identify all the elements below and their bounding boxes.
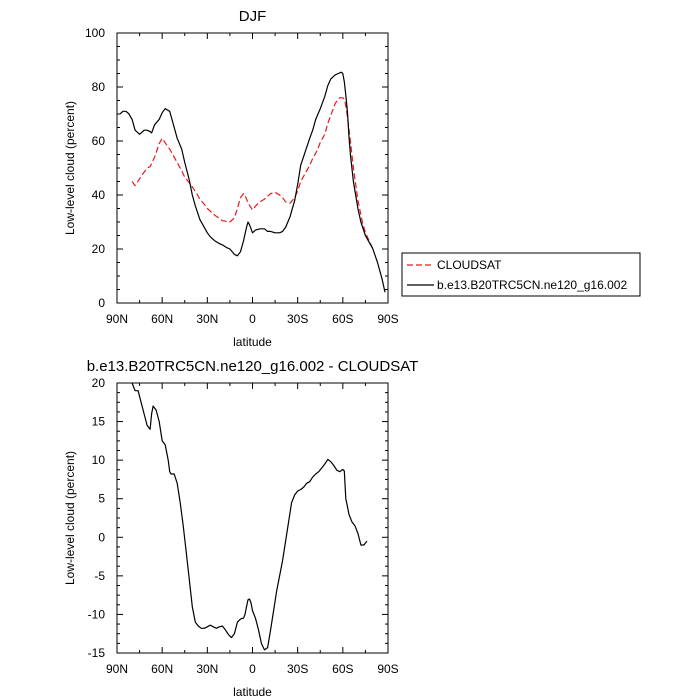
bottom-panel: b.e13.B20TRC5CN.ne120_g16.002 - CLOUDSAT…: [63, 358, 418, 699]
plot-frame: [116, 32, 389, 304]
y-tick-label: 10: [92, 453, 106, 467]
y-axis-title: Low-level cloud (percent): [63, 101, 77, 235]
top-panel: DJF 90N 60N 30N 0 30S 60S 90S 0 20 40 60 80 100 latitu…: [63, 8, 641, 349]
x-tick-label: 90N: [106, 312, 128, 326]
y-tick-label: 20: [92, 242, 106, 256]
x-tick-label: 0: [249, 312, 256, 326]
series-line-0: [131, 382, 368, 651]
x-tick-label: 90N: [106, 662, 128, 676]
y-tick-label: 60: [92, 134, 106, 148]
x-tick-label: 90S: [377, 312, 398, 326]
y-tick-label: 0: [98, 530, 105, 544]
y-tick-label: 0: [98, 296, 105, 310]
y-tick-label: 20: [92, 376, 106, 390]
x-tick-label: 30S: [287, 662, 308, 676]
x-tick-label: 0: [249, 662, 256, 676]
series-line-0: [131, 97, 374, 250]
legend-label-0: CLOUDSAT: [437, 258, 502, 272]
chart-title: b.e13.B20TRC5CN.ne120_g16.002 - CLOUDSAT: [87, 358, 419, 375]
x-axis-title: latitude: [233, 335, 272, 349]
x-tick-label: 60N: [151, 662, 173, 676]
plot-frame: [116, 382, 389, 654]
y-tick-label: 40: [92, 188, 106, 202]
y-tick-label: 80: [92, 80, 106, 94]
y-axis-title: Low-level cloud (percent): [63, 451, 77, 585]
x-tick-label: 30S: [287, 312, 308, 326]
y-tick-label: 5: [98, 492, 105, 506]
legend-label-1: b.e13.B20TRC5CN.ne120_g16.002: [437, 278, 627, 292]
y-tick-label: -10: [88, 607, 106, 621]
x-tick-label: 60S: [332, 662, 353, 676]
chart-title: DJF: [239, 8, 267, 25]
y-tick-label: 100: [85, 26, 105, 40]
series-line-1: [119, 71, 386, 293]
legend-box: [401, 252, 641, 297]
x-tick-label: 60N: [151, 312, 173, 326]
y-tick-label: -15: [88, 646, 106, 660]
x-tick-label: 60S: [332, 312, 353, 326]
y-tick-label: 15: [92, 415, 106, 429]
x-tick-label: 30N: [196, 662, 218, 676]
x-axis-title: latitude: [233, 685, 272, 699]
x-tick-label: 90S: [377, 662, 398, 676]
y-tick-label: -5: [94, 569, 105, 583]
x-tick-label: 30N: [196, 312, 218, 326]
